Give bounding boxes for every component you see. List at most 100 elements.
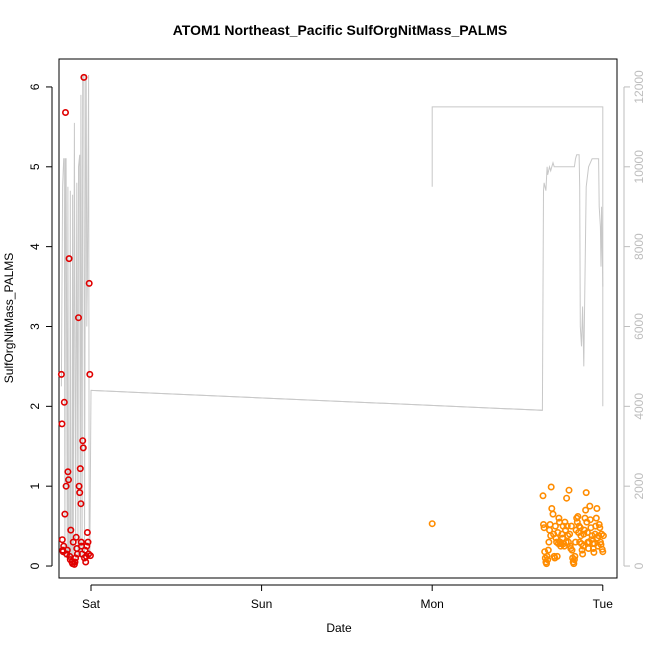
- data-point: [77, 500, 85, 508]
- data-point: [72, 533, 80, 541]
- data-point: [65, 476, 73, 484]
- data-point: [62, 482, 70, 490]
- altitude-line: [431, 106, 604, 407]
- data-point: [428, 520, 436, 528]
- x-tick-label: Mon: [421, 597, 444, 611]
- x-tick-label: Sun: [251, 597, 272, 611]
- data-point: [84, 538, 92, 546]
- data-point: [563, 494, 571, 502]
- left-tick-label: 5: [28, 163, 42, 170]
- right-tick-label: 0: [632, 562, 646, 569]
- data-point: [563, 522, 571, 530]
- data-point: [60, 398, 68, 406]
- data-point: [60, 542, 68, 550]
- data-point: [76, 465, 84, 473]
- right-tick-label: 6000: [632, 313, 646, 340]
- data-point: [582, 489, 590, 497]
- data-point: [86, 370, 94, 378]
- x-tick-label: Tue: [593, 597, 614, 611]
- data-point: [85, 279, 93, 287]
- right-tick-label: 12000: [632, 70, 646, 104]
- data-point: [570, 556, 578, 564]
- right-tick-label: 2000: [632, 473, 646, 500]
- x-tick-label: Sat: [82, 597, 101, 611]
- chart-title: ATOM1 Northeast_Pacific SulfOrgNitMass_P…: [173, 22, 508, 38]
- data-point: [567, 522, 575, 530]
- data-point: [75, 314, 83, 322]
- data-point: [539, 520, 547, 528]
- data-point: [80, 73, 88, 81]
- y-axis-label: SulfOrgNitMass_PALMS: [2, 253, 16, 383]
- data-point: [549, 510, 557, 518]
- right-tick-label: 8000: [632, 233, 646, 260]
- data-point: [65, 255, 73, 263]
- plot-frame: [58, 58, 618, 579]
- data-point: [586, 502, 594, 510]
- data-point: [579, 542, 587, 550]
- data-point: [63, 546, 71, 554]
- data-point: [539, 492, 547, 500]
- data-points: [57, 73, 607, 568]
- right-y-axis: 0 2000 4000 6000 8000 10000 12000: [623, 70, 646, 569]
- data-point: [553, 552, 561, 560]
- left-tick-label: 3: [28, 323, 42, 330]
- data-point: [61, 109, 69, 117]
- left-y-axis: 0 1 2 3 4 5 6: [28, 83, 53, 569]
- left-tick-label: 6: [28, 83, 42, 90]
- left-tick-label: 2: [28, 403, 42, 410]
- data-point: [67, 526, 75, 534]
- data-point: [86, 552, 94, 560]
- data-point: [593, 504, 601, 512]
- data-point: [66, 552, 74, 560]
- data-point: [71, 558, 79, 566]
- data-point: [570, 560, 578, 568]
- data-point: [574, 512, 582, 520]
- data-point: [83, 542, 91, 550]
- data-point: [69, 538, 77, 546]
- x-axis-label: Date: [326, 621, 352, 635]
- data-point: [540, 524, 548, 532]
- data-point: [543, 552, 551, 560]
- data-point: [595, 520, 603, 528]
- data-point: [544, 556, 552, 564]
- data-point: [542, 560, 550, 568]
- data-point: [592, 514, 600, 522]
- data-point: [77, 538, 85, 546]
- data-point: [79, 444, 87, 452]
- data-point: [58, 420, 66, 428]
- data-point: [596, 524, 604, 532]
- right-tick-label: 10000: [632, 150, 646, 184]
- data-point: [583, 528, 591, 536]
- data-point: [555, 514, 563, 522]
- right-tick-label: 4000: [632, 393, 646, 420]
- altitude-lines: [60, 74, 604, 559]
- data-point: [64, 468, 72, 476]
- data-point: [571, 552, 579, 560]
- left-tick-label: 0: [28, 562, 42, 569]
- data-point: [562, 538, 570, 546]
- data-point: [590, 548, 598, 556]
- data-point: [578, 546, 586, 554]
- data-point: [83, 528, 91, 536]
- data-point: [548, 504, 556, 512]
- data-point: [599, 548, 607, 556]
- data-point: [61, 510, 69, 518]
- data-point: [76, 489, 84, 497]
- altitude-line: [60, 74, 604, 559]
- data-point: [57, 370, 65, 378]
- altitude-line: [90, 389, 543, 411]
- data-point: [568, 546, 576, 554]
- data-point: [75, 482, 83, 490]
- data-point: [58, 536, 66, 544]
- data-point: [580, 530, 588, 538]
- data-point: [566, 530, 574, 538]
- data-point: [565, 486, 573, 494]
- left-tick-label: 4: [28, 243, 42, 250]
- data-point: [551, 522, 559, 530]
- data-point: [586, 516, 594, 524]
- data-point: [582, 506, 590, 514]
- data-point: [545, 538, 553, 546]
- data-point: [79, 437, 87, 445]
- left-tick-label: 1: [28, 483, 42, 490]
